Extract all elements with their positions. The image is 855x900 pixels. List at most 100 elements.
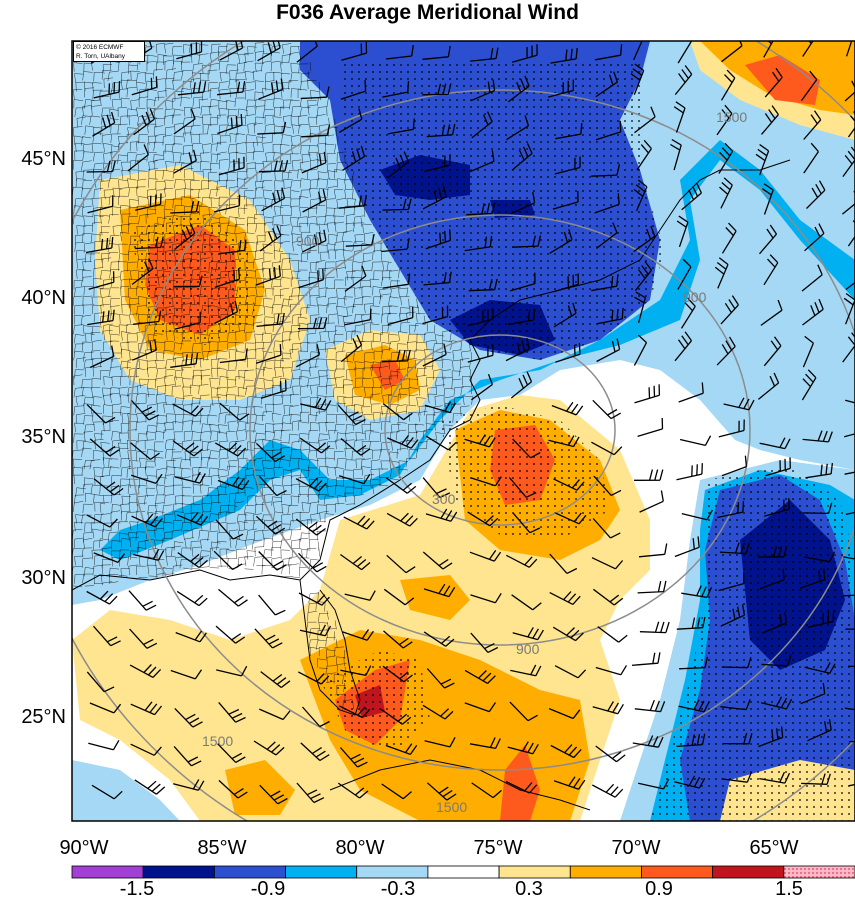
wind-barb	[843, 594, 855, 597]
wind-barb	[342, 145, 366, 171]
wind-barb	[134, 779, 166, 795]
wind-barb	[470, 476, 502, 487]
wind-barb	[259, 708, 291, 721]
wind-barb	[719, 542, 751, 555]
wind-barb	[300, 397, 332, 411]
wind-barb	[176, 590, 208, 607]
wind-barb	[464, 702, 497, 713]
wind-barb	[553, 273, 580, 293]
wind-barb	[470, 632, 499, 653]
wind-barb	[674, 331, 693, 362]
wind-barb	[382, 81, 410, 98]
wind-barb	[718, 572, 745, 592]
wind-barb	[258, 475, 287, 497]
wind-barb	[387, 118, 415, 135]
wind-barb	[763, 254, 779, 286]
wind-barb	[638, 543, 668, 558]
wind-barb	[714, 257, 729, 289]
wind-barb	[555, 512, 587, 525]
wind-barb	[174, 222, 196, 251]
wind-barb	[553, 776, 586, 790]
wind-barb	[383, 630, 413, 649]
wind-barb	[763, 41, 774, 58]
wind-barb	[634, 106, 656, 134]
wind-barb	[386, 554, 416, 574]
lat-label-25n: 25°N	[21, 706, 66, 728]
wind-barb	[721, 455, 748, 477]
wind-barb	[549, 553, 578, 574]
wind-shading-red-5	[500, 745, 540, 821]
wind-barb	[803, 110, 822, 140]
wind-barb	[341, 42, 368, 61]
ring-label-300: 300	[432, 491, 456, 507]
wind-barb	[506, 115, 530, 141]
wind-barb	[804, 662, 836, 674]
wind-barb	[92, 111, 116, 137]
wind-barb	[422, 704, 454, 720]
wind-barb	[720, 69, 736, 101]
wind-barb	[174, 311, 201, 330]
wind-barb	[592, 518, 621, 539]
wind-barb	[592, 399, 622, 420]
wind-barb	[426, 782, 457, 801]
lon-label-75w: 75°W	[473, 837, 523, 859]
wind-barb	[763, 336, 782, 367]
wind-barb	[85, 237, 114, 254]
wind-barb	[632, 652, 661, 666]
colorbar-swatch	[641, 865, 714, 879]
wind-barb	[423, 583, 456, 598]
wind-barb	[255, 265, 281, 286]
wind-barb	[758, 726, 784, 748]
wind-barb	[296, 343, 321, 368]
wind-barb	[129, 664, 162, 678]
wind-barb	[674, 65, 693, 96]
wind-barb	[591, 557, 624, 570]
wind-barb	[425, 229, 452, 250]
wind-barb	[255, 515, 286, 535]
wind-barb	[387, 434, 419, 449]
wind-barb	[176, 511, 209, 526]
wind-barb	[131, 258, 154, 285]
wind-barb	[216, 665, 248, 677]
wind-barb	[765, 457, 791, 477]
wind-barb	[807, 719, 832, 742]
colorbar-label-neg0-3: -0.3	[380, 878, 416, 900]
wind-barb	[339, 705, 371, 719]
wind-barb	[505, 781, 538, 794]
wind-barb	[86, 160, 116, 173]
wind-barb	[133, 548, 165, 561]
wind-barb	[716, 336, 736, 366]
wind-barb	[218, 779, 248, 799]
wind-barb	[470, 593, 502, 604]
wind-barb	[173, 779, 205, 791]
wind-barb	[299, 437, 331, 454]
wind-barb	[759, 771, 791, 784]
wind-barb	[302, 706, 330, 728]
wind-barb	[553, 478, 585, 491]
wind-barb	[214, 268, 241, 289]
wind-barb	[552, 190, 579, 210]
colorbar-swatch	[498, 865, 571, 879]
wind-barb	[721, 41, 743, 63]
wind-barb	[549, 229, 573, 254]
lat-label-45n: 45°N	[21, 148, 66, 170]
wind-barb	[759, 568, 785, 590]
wind-barb	[550, 744, 582, 759]
wind-barb	[512, 627, 544, 641]
wind-barb	[551, 401, 584, 416]
wind-barb	[595, 71, 619, 98]
wind-barb	[258, 594, 286, 616]
wind-barb	[129, 628, 158, 649]
wind-barb	[805, 462, 834, 479]
ring-label-900-east: 900	[683, 289, 707, 305]
wind-barb	[128, 590, 157, 611]
wind-barb	[340, 665, 372, 677]
wind-barb	[87, 195, 114, 214]
wind-barb	[762, 183, 774, 215]
wind-barb	[173, 275, 203, 288]
wind-barb	[721, 657, 752, 669]
significance-stipple-south	[320, 650, 430, 750]
wind-barb	[424, 736, 456, 748]
wind-barb	[596, 307, 624, 325]
wind-barb	[677, 41, 693, 64]
